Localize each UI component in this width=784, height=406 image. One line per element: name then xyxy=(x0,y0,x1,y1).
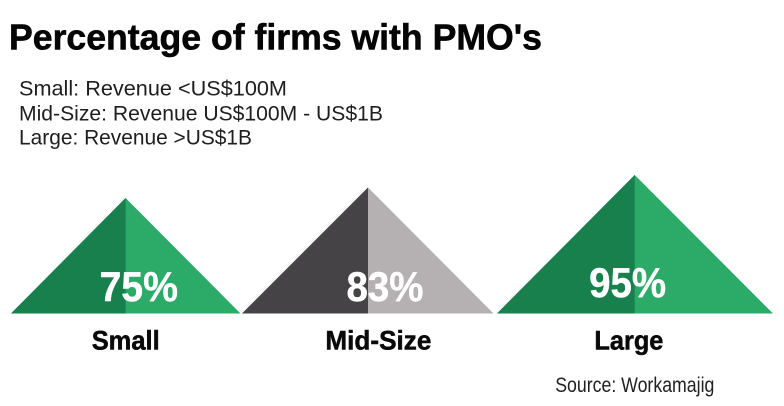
svg-text:95%: 95% xyxy=(589,259,666,306)
svg-text:Small: Small xyxy=(92,326,160,356)
svg-text:Mid-Size: Revenue US$100M - US: Mid-Size: Revenue US$100M - US$1B xyxy=(19,103,383,126)
svg-text:Percentage of firms with PMO's: Percentage of firms with PMO's xyxy=(9,16,542,57)
svg-text:Source: Workamajig: Source: Workamajig xyxy=(555,374,714,397)
svg-text:Large: Large xyxy=(594,326,663,356)
svg-text:83%: 83% xyxy=(347,263,424,310)
svg-text:Mid-Size: Mid-Size xyxy=(325,326,431,356)
svg-text:Large: Revenue >US$1B: Large: Revenue >US$1B xyxy=(19,127,252,150)
svg-text:Small: Revenue <US$100M: Small: Revenue <US$100M xyxy=(19,77,287,100)
svg-text:75%: 75% xyxy=(99,263,178,310)
